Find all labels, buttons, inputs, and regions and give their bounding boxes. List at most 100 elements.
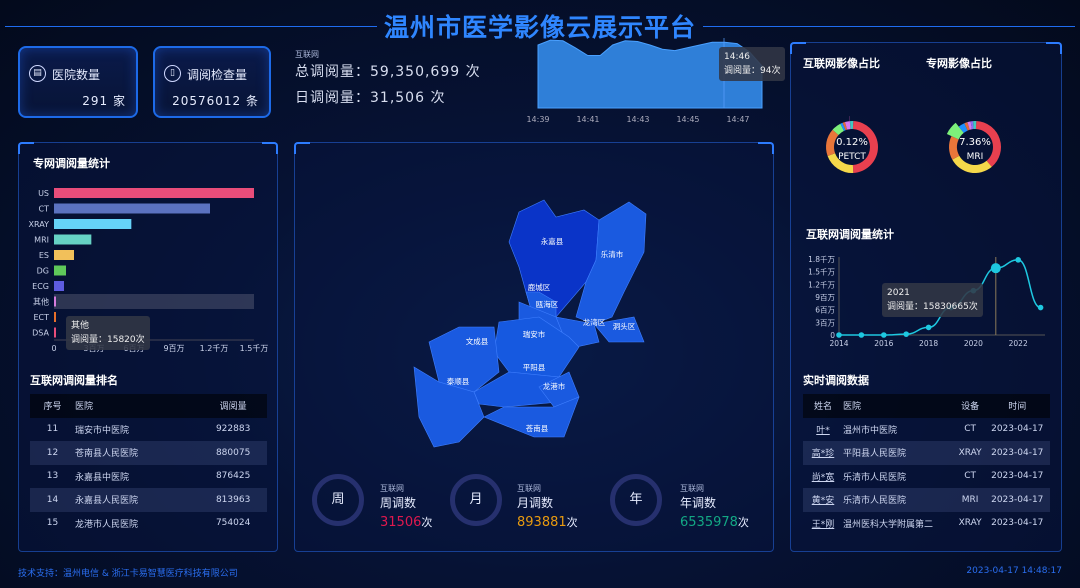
bar-DSA — [54, 327, 56, 338]
period-source: 互联网 — [517, 484, 541, 493]
donut-slice — [964, 122, 970, 131]
period-value: 6535978次 — [680, 515, 749, 530]
yearly-title: 互联网调阅量统计 — [806, 228, 894, 241]
bar-label: XRAY — [29, 220, 50, 229]
table-cell: 13 — [46, 471, 59, 482]
special-stats-title: 专网调阅量统计 — [33, 157, 110, 170]
private-share-title: 专网影像占比 — [926, 57, 992, 70]
totals-source: 互联网 — [295, 50, 319, 59]
period-source: 互联网 — [380, 484, 404, 493]
yearly-line-chart: 0 3百万 6百万 9百万 1.2千万 1.5千万 1.8千万 2014 2016 2018 202… — [808, 254, 1045, 348]
table-cell[interactable]: 王*刚 — [811, 519, 835, 530]
table-row: 13 永嘉县中医院 876425 — [30, 465, 267, 489]
table-cell: CT — [964, 471, 976, 482]
area-x-tick: 14:41 — [576, 115, 599, 124]
line-y-tick: 9百万 — [815, 293, 835, 302]
period-label: 周调数 — [380, 496, 417, 510]
line-y-tick: 6百万 — [815, 306, 835, 315]
bar-MRI — [54, 234, 92, 245]
exam-count-value: 20576012 条 — [172, 94, 259, 108]
area-x-tick: 14:43 — [626, 115, 649, 124]
donut-slice — [970, 121, 974, 130]
map-region-6 — [593, 316, 645, 343]
line-x-tick: 2020 — [964, 339, 983, 348]
table-row: 14 永嘉县人民医院 813963 — [30, 488, 267, 512]
table-cell: 乐清市人民医院 — [843, 496, 907, 507]
donut-slice — [952, 155, 992, 173]
table-cell: 2023-04-17 — [991, 447, 1044, 458]
table-cell: 813963 — [215, 494, 251, 505]
table-cell[interactable]: 叶* — [816, 425, 830, 436]
table-cell: 876425 — [215, 471, 251, 482]
line-y-tick: 0 — [830, 331, 835, 340]
table-cell: MRI — [961, 494, 979, 505]
bar-hover-band — [54, 294, 254, 309]
table-cell: 2023-04-17 — [991, 424, 1044, 435]
table-cell: CT — [964, 424, 976, 435]
total-views: 总调阅量：59,350,699 次 — [295, 64, 481, 80]
realtime-title: 实时调阅数据 — [803, 374, 869, 387]
table-cell[interactable]: 尚*宽 — [811, 472, 835, 483]
table-cell: 2023-04-17 — [991, 494, 1044, 505]
line-point-2016 — [881, 332, 887, 338]
bar-x-tick: 9百万 — [163, 344, 184, 353]
exam-count-card: ▯ 调阅检查量 20576012 条 — [153, 46, 271, 118]
period-value: 31506次 — [380, 515, 433, 530]
title-line-left — [5, 26, 377, 27]
line-y-tick: 1.5千万 — [808, 267, 835, 277]
map-region-label: 文成县 — [466, 336, 489, 346]
map-region-label: 鹿城区 — [528, 282, 551, 292]
area-tooltip: 14:46 调阅量：94次 — [719, 47, 786, 81]
table-row: 尚*宽 乐清市人民医院 CT 2023-04-17 — [803, 465, 1050, 489]
map-region-label: 苍南县 — [526, 423, 549, 433]
realtime-table: 姓名 医院 设备 时间 叶* 温州市中医院 CT 2023-04-17 高*珍 平阳县人民医院 X… — [803, 394, 1050, 535]
bar-label: CT — [39, 205, 50, 214]
line-y-tick: 1.2千万 — [808, 279, 835, 289]
bar-x-tick: 1.2千万 — [200, 343, 229, 353]
donut-percent: 7.36% — [959, 137, 991, 148]
period-circle: 月 — [450, 474, 502, 526]
period-label: 月调数 — [517, 496, 554, 510]
bar-label: DSA — [32, 329, 49, 338]
table-row: 黄*安 乐清市人民医院 MRI 2023-04-17 — [803, 488, 1050, 512]
table-cell: 754024 — [215, 518, 251, 529]
map-region-label: 乐清市 — [601, 249, 624, 259]
line-point-2021 — [990, 263, 1001, 274]
donut-charts: 0.12% PETCT 7.36% MRI — [826, 116, 1001, 173]
table-cell: 12 — [46, 447, 59, 458]
donut-name: PETCT — [838, 152, 866, 162]
donut-slice — [849, 116, 851, 130]
donut-slice — [949, 136, 960, 160]
donut-slice — [967, 121, 972, 130]
period-label: 年调数 — [680, 496, 717, 510]
bar-tooltip: 其他 调阅量：15820次 — [66, 316, 150, 350]
ranking-table: 序号 医院 调阅量 11 瑞安市中医院 922883 12 苍南县人民医院 880075 13 永… — [30, 394, 267, 535]
bar-label: MRI — [34, 236, 49, 245]
bar-label: ECG — [32, 282, 49, 291]
totals: 互联网 总调阅量：59,350,699 次 日调阅量：31,506 次 — [295, 49, 481, 107]
table-cell: XRAY — [958, 447, 982, 458]
donut-slice — [946, 122, 964, 140]
donut-slice — [958, 123, 968, 133]
line-point-2018 — [925, 324, 932, 331]
table-cell[interactable]: 高*珍 — [811, 449, 835, 460]
donut-slice — [832, 123, 844, 136]
period-circle: 年 — [610, 474, 662, 526]
period-stat: 互联网 月调数 893881次 — [517, 483, 578, 530]
table-cell: 880075 — [215, 447, 251, 458]
map-region-2 — [575, 201, 647, 325]
line-point-2015 — [858, 332, 865, 338]
table-cell[interactable]: 黄*安 — [811, 496, 835, 507]
donut-slice — [975, 121, 1001, 167]
hospital-count-card: ▤ 医院数量 291 家 — [18, 46, 138, 118]
map-region-label: 龙港市 — [543, 381, 566, 391]
area-x-tick: 14:45 — [676, 115, 699, 124]
bar-ECT — [54, 312, 56, 322]
bar-label: 其他 — [33, 297, 49, 307]
map-region-label: 永嘉县 — [541, 236, 564, 246]
map-region-label: 洞头区 — [613, 321, 636, 331]
hospital-icon: ▤ — [29, 65, 46, 82]
donut-slice — [826, 129, 839, 156]
period-circle: 周 — [312, 474, 364, 526]
bar-ES — [54, 250, 74, 260]
